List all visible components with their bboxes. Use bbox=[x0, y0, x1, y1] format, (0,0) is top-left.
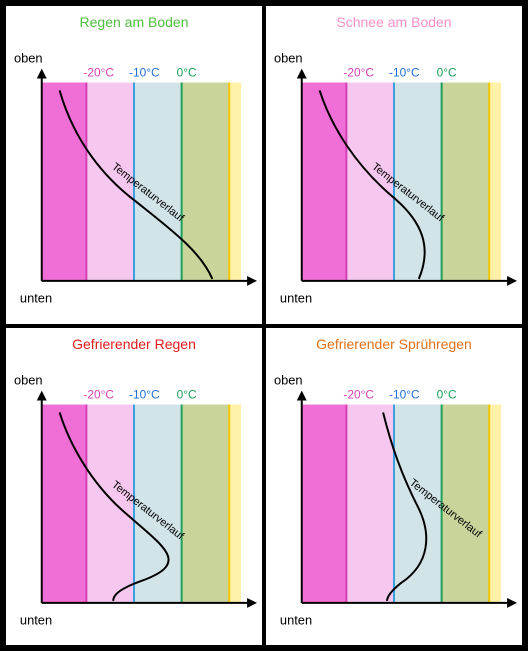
chart-area: Temperaturverlauf-20°C-10°C0°Cobenunten bbox=[270, 358, 518, 642]
axis-label-bottom: unten bbox=[20, 612, 52, 627]
temp-label: 0°C bbox=[177, 66, 197, 80]
y-axis-arrow bbox=[297, 69, 307, 79]
temp-band bbox=[229, 404, 241, 602]
temp-label: -20°C bbox=[83, 387, 114, 401]
axis-label-bottom: unten bbox=[280, 291, 312, 306]
panel-title: Gefrierender Sprühregen bbox=[316, 336, 472, 352]
axis-label-top: oben bbox=[14, 51, 43, 66]
y-axis-arrow bbox=[297, 390, 307, 400]
axis-label-bottom: unten bbox=[280, 612, 312, 627]
temp-band bbox=[346, 404, 394, 602]
temp-band bbox=[489, 83, 501, 281]
temp-band bbox=[302, 404, 347, 602]
temp-band bbox=[182, 404, 230, 602]
temp-label: -10°C bbox=[389, 387, 420, 401]
axis-label-top: oben bbox=[274, 372, 303, 387]
x-axis-arrow bbox=[247, 597, 257, 607]
temp-label: 0°C bbox=[437, 387, 457, 401]
panel-schnee-am-boden: Schnee am BodenTemperaturverlauf-20°C-10… bbox=[264, 4, 524, 326]
temp-band bbox=[42, 83, 87, 281]
axis-label-top: oben bbox=[274, 51, 303, 66]
axis-label-top: oben bbox=[14, 372, 43, 387]
temp-label: -10°C bbox=[129, 66, 160, 80]
x-axis-arrow bbox=[247, 276, 257, 286]
temp-label: -10°C bbox=[389, 66, 420, 80]
temp-label: -20°C bbox=[83, 66, 114, 80]
temp-label: 0°C bbox=[437, 66, 457, 80]
y-axis-arrow bbox=[37, 69, 47, 79]
temp-label: 0°C bbox=[177, 387, 197, 401]
temp-band bbox=[182, 83, 230, 281]
chart-area: Temperaturverlauf-20°C-10°C0°Cobenunten bbox=[10, 36, 258, 320]
temp-band bbox=[302, 83, 347, 281]
chart-area: Temperaturverlauf-20°C-10°C0°Cobenunten bbox=[10, 358, 258, 642]
temp-band bbox=[42, 404, 87, 602]
temp-band bbox=[489, 404, 501, 602]
x-axis-arrow bbox=[507, 276, 517, 286]
temp-label: -20°C bbox=[343, 66, 374, 80]
y-axis-arrow bbox=[37, 390, 47, 400]
temp-label: -10°C bbox=[129, 387, 160, 401]
temp-label: -20°C bbox=[343, 387, 374, 401]
diagram-grid: Regen am BodenTemperaturverlauf-20°C-10°… bbox=[0, 0, 528, 651]
temp-band bbox=[442, 83, 490, 281]
panel-title: Gefrierender Regen bbox=[72, 336, 196, 352]
panel-title: Regen am Boden bbox=[80, 14, 189, 30]
axis-label-bottom: unten bbox=[20, 291, 52, 306]
temp-band bbox=[86, 404, 134, 602]
panel-gefrierender-spruehregen: Gefrierender SprühregenTemperaturverlauf… bbox=[264, 326, 524, 648]
chart-area: Temperaturverlauf-20°C-10°C0°Cobenunten bbox=[270, 36, 518, 320]
x-axis-arrow bbox=[507, 597, 517, 607]
panel-gefrierender-regen: Gefrierender RegenTemperaturverlauf-20°C… bbox=[4, 326, 264, 648]
panel-title: Schnee am Boden bbox=[336, 14, 451, 30]
panel-regen-am-boden: Regen am BodenTemperaturverlauf-20°C-10°… bbox=[4, 4, 264, 326]
temp-band bbox=[229, 83, 241, 281]
